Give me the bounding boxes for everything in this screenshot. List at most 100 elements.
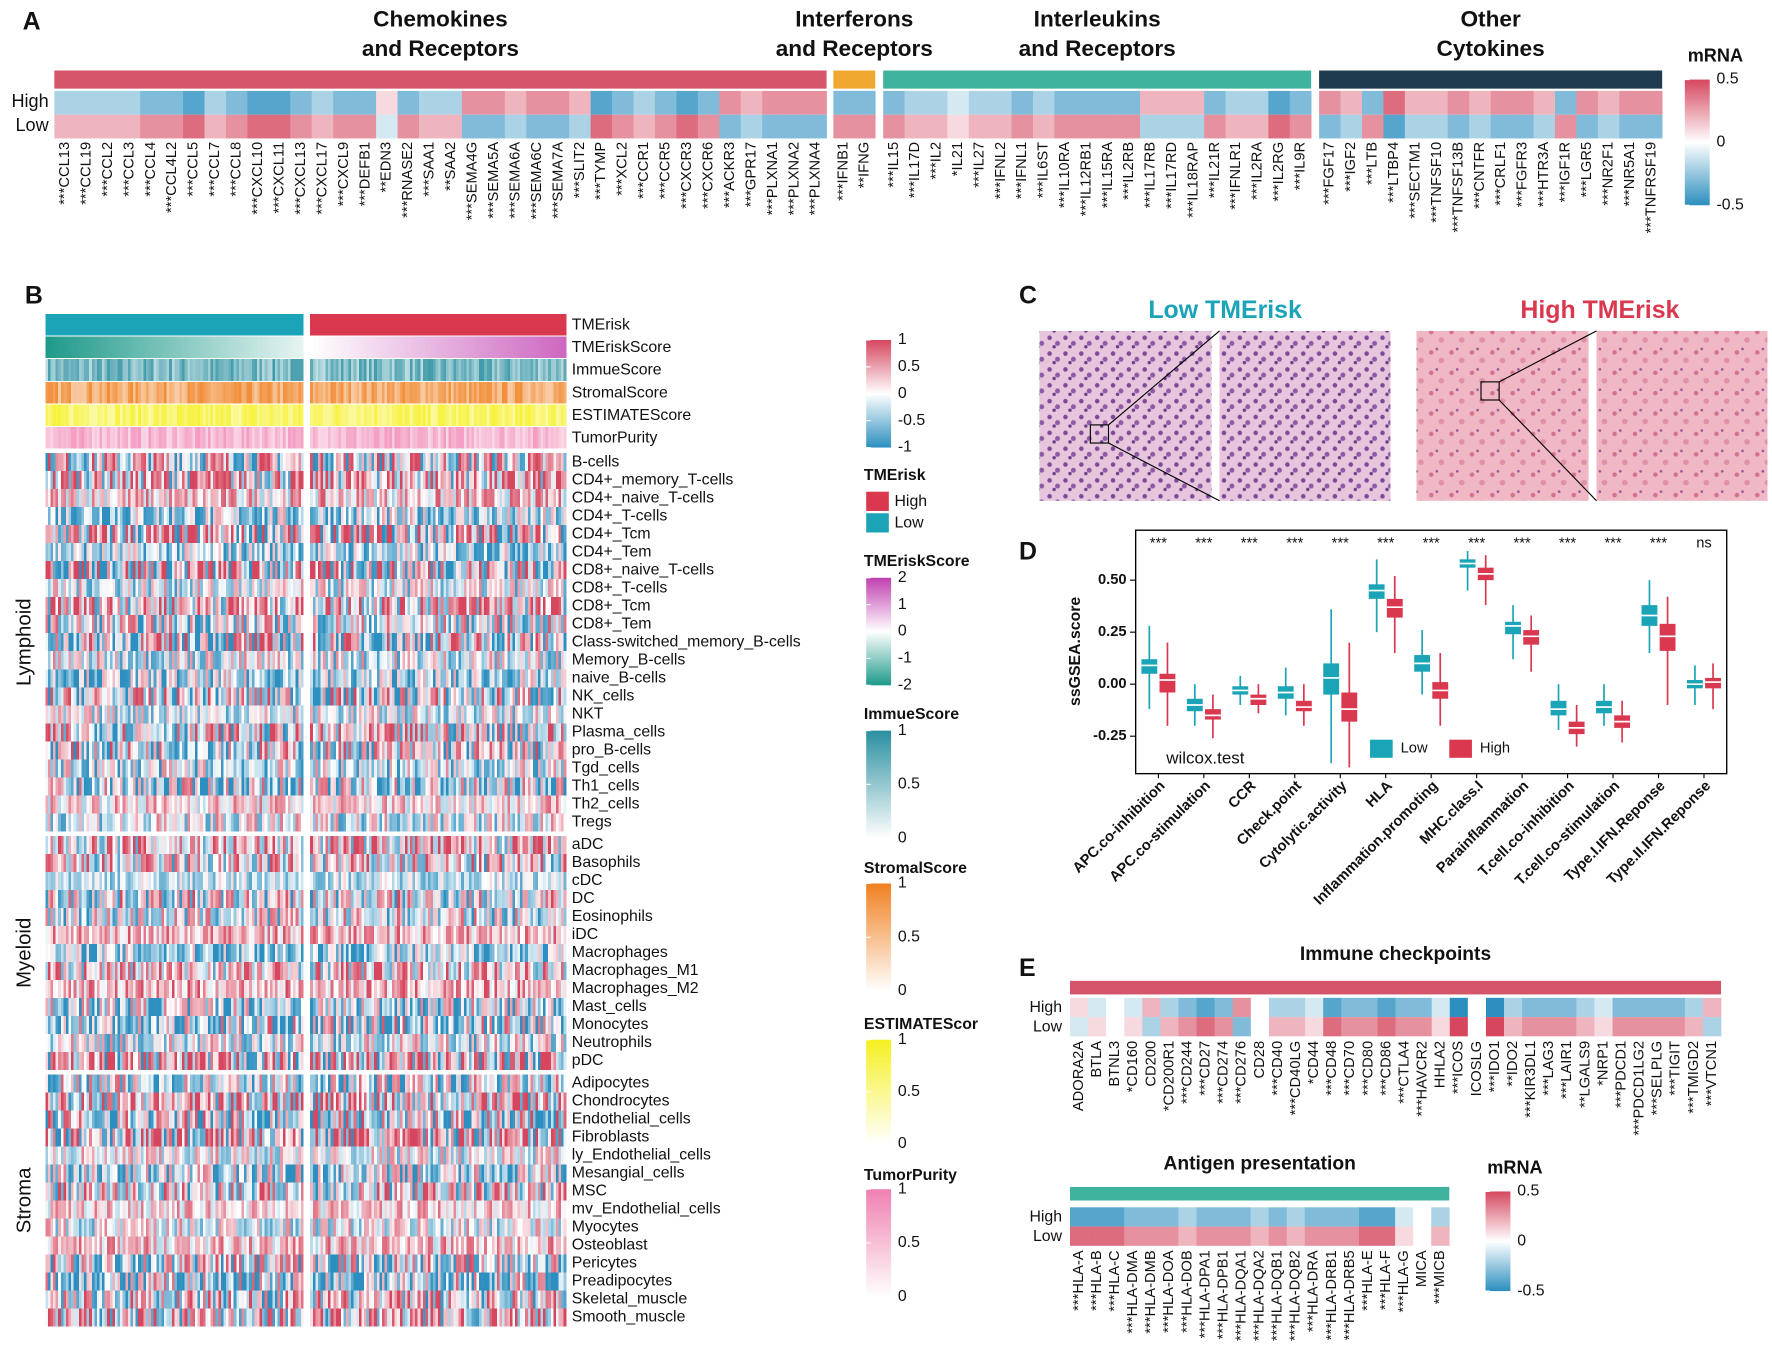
heatmap-texture (96, 313, 100, 336)
heatmap-texture (112, 561, 116, 580)
heatmap-texture (486, 404, 490, 427)
heatmap-texture (47, 404, 51, 427)
heatmap-texture (114, 633, 118, 652)
heatmap-texture (210, 759, 214, 778)
heatmap-texture (89, 741, 92, 760)
heatmap-texture (84, 404, 87, 427)
heatmap-texture (197, 543, 201, 562)
heatmap-texture (254, 705, 258, 724)
heatmap-texture (461, 669, 465, 688)
heatmap-texture (504, 471, 508, 490)
heatmap-texture (417, 381, 421, 404)
heatmap-texture (486, 543, 490, 562)
heatmap-texture (376, 489, 380, 508)
heatmap-texture (415, 579, 418, 598)
heatmap-texture (187, 705, 191, 724)
heatmap-texture (389, 633, 393, 652)
heatmap-texture (148, 427, 152, 449)
heatmap-texture (215, 651, 219, 670)
heatmap-texture (540, 543, 544, 562)
cell-type-label: CD4+_naive_T-cells (572, 489, 714, 506)
heatmap-texture (425, 404, 429, 427)
heatmap-texture (275, 453, 278, 472)
heatmap-texture (440, 359, 444, 381)
heatmap-texture (504, 579, 508, 598)
heatmap-texture (176, 759, 180, 778)
heatmap-texture (433, 427, 436, 449)
heatmap-texture (280, 525, 284, 544)
heatmap-texture (91, 543, 95, 562)
heatmap-texture (381, 453, 385, 472)
heatmap-cell (204, 114, 227, 139)
heatmap-texture (114, 651, 118, 670)
heatmap-texture (184, 471, 188, 490)
heatmap-texture (148, 453, 152, 472)
heatmap-texture (535, 543, 539, 562)
heatmap-texture (374, 489, 378, 508)
heatmap-texture (427, 543, 431, 562)
heatmap-texture (502, 561, 505, 580)
heatmap-texture (205, 359, 209, 381)
heatmap-texture (277, 336, 281, 359)
heatmap-texture (438, 561, 441, 580)
heatmap-texture (404, 489, 408, 508)
heatmap-texture (298, 336, 302, 359)
heatmap-texture (68, 525, 72, 544)
heatmap-texture (197, 723, 201, 742)
gene-label: ***SEMA6C (529, 141, 545, 219)
heatmap-texture (298, 687, 302, 706)
heatmap-texture (65, 741, 69, 760)
heatmap-texture (545, 597, 549, 616)
heatmap-texture (244, 579, 247, 598)
heatmap-texture (76, 561, 80, 580)
heatmap-cell (1361, 90, 1384, 115)
heatmap-texture (545, 313, 549, 336)
heatmap-texture (466, 359, 470, 381)
heatmap-texture (287, 615, 291, 634)
heatmap-texture (151, 579, 154, 598)
heatmap-texture (433, 507, 436, 526)
heatmap-texture (272, 741, 276, 760)
heatmap-texture (135, 543, 139, 562)
heatmap-texture (474, 471, 477, 490)
heatmap-cell (833, 90, 855, 115)
heatmap-texture (53, 336, 56, 359)
heatmap-texture (251, 579, 255, 598)
heatmap-texture (251, 336, 255, 359)
heatmap-texture (156, 489, 160, 508)
heatmap-texture (407, 489, 411, 508)
heatmap-texture (384, 453, 388, 472)
heatmap-texture (174, 759, 178, 778)
heatmap-texture (553, 723, 557, 742)
heatmap-texture (84, 336, 87, 359)
gene-label: ***IL6ST (1036, 142, 1052, 198)
heatmap-texture (563, 687, 567, 706)
heatmap-texture (197, 507, 201, 526)
heatmap-texture (153, 489, 157, 508)
heatmap-texture (99, 427, 103, 449)
heatmap-texture (68, 687, 72, 706)
heatmap-texture (99, 741, 103, 760)
heatmap-texture (169, 336, 173, 359)
heatmap-texture (438, 404, 441, 427)
heatmap-texture (376, 633, 380, 652)
heatmap-texture (427, 723, 431, 742)
heatmap-texture (514, 705, 518, 724)
heatmap-texture (164, 453, 167, 472)
heatmap-texture (381, 705, 385, 724)
heatmap-texture (205, 579, 209, 598)
heatmap-texture (548, 427, 552, 449)
heatmap-texture (545, 427, 549, 449)
heatmap-texture (226, 669, 229, 688)
heatmap-texture (453, 507, 457, 526)
heatmap-cell (1597, 90, 1620, 115)
heatmap-texture (176, 579, 180, 598)
heatmap-texture (471, 741, 475, 760)
heatmap-texture (474, 313, 477, 336)
heatmap-texture (430, 633, 434, 652)
heatmap-texture (458, 313, 462, 336)
heatmap-texture (184, 651, 188, 670)
heatmap-texture (456, 687, 459, 706)
heatmap-texture (397, 741, 401, 760)
heatmap-texture (151, 633, 154, 652)
